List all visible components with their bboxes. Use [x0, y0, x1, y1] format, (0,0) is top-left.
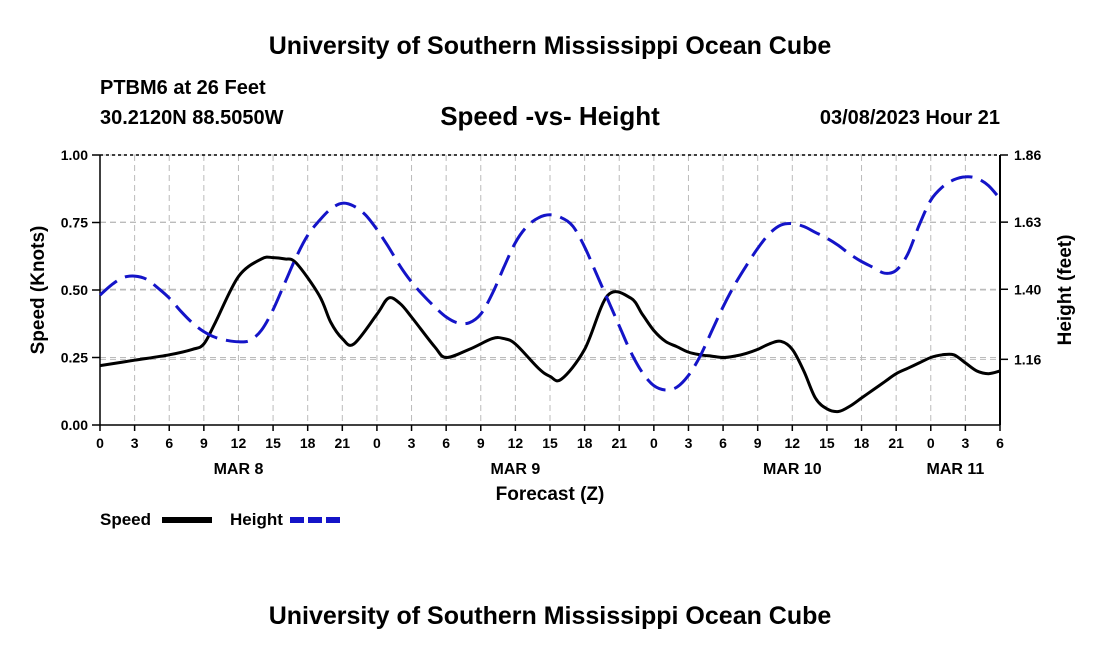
x-tick-label: 0 [650, 435, 658, 451]
coordinates-label: 30.2120N 88.5050W [100, 107, 284, 129]
x-tick-label: 9 [200, 435, 208, 451]
x-tick-label: 6 [165, 435, 173, 451]
x-axis-title: Forecast (Z) [496, 484, 605, 505]
page-title-bottom: University of Southern Mississippi Ocean… [268, 602, 832, 630]
y2-tick-label: 1.16 [1014, 351, 1041, 367]
datetime-label: 03/08/2023 Hour 21 [819, 107, 1000, 129]
x-tick-label: 15 [819, 435, 835, 451]
x-tick-label: 18 [300, 435, 316, 451]
y-tick-label: 0.75 [61, 215, 88, 231]
x-tick-label: 6 [996, 435, 1004, 451]
x-tick-label: 3 [408, 435, 416, 451]
x-date-label: MAR 9 [490, 461, 540, 478]
x-tick-label: 3 [961, 435, 969, 451]
x-tick-label: 6 [442, 435, 450, 451]
x-tick-label: 9 [477, 435, 485, 451]
x-tick-label: 15 [265, 435, 281, 451]
y2-tick-label: 1.40 [1014, 281, 1041, 297]
chart-title: Speed -vs- Height [440, 101, 660, 131]
x-tick-label: 6 [719, 435, 727, 451]
x-tick-label: 12 [508, 435, 524, 451]
x-tick-label: 3 [131, 435, 139, 451]
x-tick-label: 0 [927, 435, 935, 451]
x-tick-label: 21 [888, 435, 904, 451]
x-tick-label: 0 [96, 435, 104, 451]
y2-axis-title: Height (feet) [1055, 235, 1076, 346]
x-tick-label: 12 [785, 435, 801, 451]
x-date-label: MAR 8 [214, 461, 264, 478]
y-tick-label: 0.50 [61, 282, 88, 298]
y-tick-label: 0.25 [61, 350, 88, 366]
x-date-label: MAR 10 [763, 461, 822, 478]
x-tick-label: 21 [335, 435, 351, 451]
x-tick-label: 9 [754, 435, 762, 451]
y-tick-label: 1.00 [61, 147, 88, 163]
x-tick-label: 12 [231, 435, 247, 451]
series-line-speed [99, 255, 1001, 414]
x-tick-label: 15 [542, 435, 558, 451]
x-date-label: MAR 11 [926, 461, 984, 478]
x-tick-label: 18 [577, 435, 593, 451]
y2-tick-label: 1.63 [1014, 214, 1041, 230]
legend-label-height: Height [230, 510, 283, 529]
x-tick-label: 18 [854, 435, 870, 451]
x-tick-label: 3 [685, 435, 693, 451]
y-axis-title: Speed (Knots) [28, 226, 49, 355]
station-label: PTBM6 at 26 Feet [100, 77, 266, 99]
x-tick-label: 0 [373, 435, 381, 451]
page-title-top: University of Southern Mississippi Ocean… [268, 32, 832, 60]
legend-label-speed: Speed [100, 510, 151, 529]
series-line-height [98, 175, 1002, 392]
y-tick-label: 0.00 [61, 417, 88, 433]
x-tick-label: 21 [611, 435, 627, 451]
y2-tick-label: 1.86 [1014, 147, 1041, 163]
